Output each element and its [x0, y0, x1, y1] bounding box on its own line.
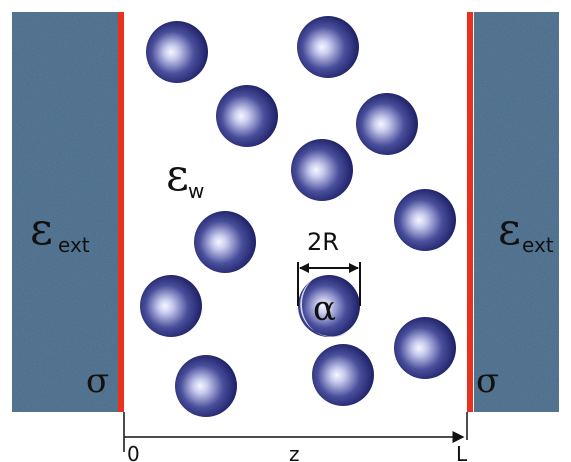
medium-epsilon: ε	[166, 150, 189, 201]
right-wall-epsilon-subscript: ext	[522, 233, 554, 257]
right-wall-texture	[474, 12, 559, 412]
ion-sphere	[216, 85, 278, 147]
left-wall-charge-label: σ	[86, 361, 109, 401]
ion-sphere	[312, 344, 374, 406]
medium-label: ε w	[166, 150, 204, 203]
marked-ion-group: α 2R	[297, 228, 361, 337]
diameter-arrowhead-right	[349, 263, 359, 273]
ion-sphere	[297, 16, 359, 78]
left-wall-epsilon-subscript: ext	[58, 233, 90, 257]
ion-sphere	[356, 93, 418, 155]
left-wall-epsilon: ε	[30, 204, 53, 255]
left-wall-texture	[12, 12, 118, 412]
ion-sphere	[394, 189, 456, 251]
diameter-label: 2R	[307, 228, 339, 256]
right-wall-epsilon: ε	[498, 204, 521, 255]
right-wall: ε ext σ	[467, 12, 559, 412]
diameter-arrowhead-left	[299, 263, 309, 273]
ion-sphere	[146, 21, 208, 83]
z-axis-variable-label: z	[289, 442, 300, 462]
right-charged-surface	[467, 12, 473, 412]
left-charged-surface	[118, 12, 124, 412]
marked-ion-label: α	[313, 289, 336, 329]
ions	[140, 16, 456, 417]
z-axis-end-label: L	[456, 442, 468, 462]
z-axis: 0 z L	[123, 412, 468, 462]
ion-sphere	[175, 355, 237, 417]
medium-epsilon-subscript: w	[188, 179, 204, 203]
z-axis-origin-label: 0	[127, 442, 140, 462]
left-wall: ε ext σ	[12, 12, 124, 412]
ion-sphere	[140, 275, 202, 337]
right-wall-charge-label: σ	[476, 361, 499, 401]
ion-sphere	[394, 317, 456, 379]
marked-ion-sphere	[298, 275, 360, 337]
ion-sphere	[194, 211, 256, 273]
ion-sphere	[291, 139, 353, 201]
